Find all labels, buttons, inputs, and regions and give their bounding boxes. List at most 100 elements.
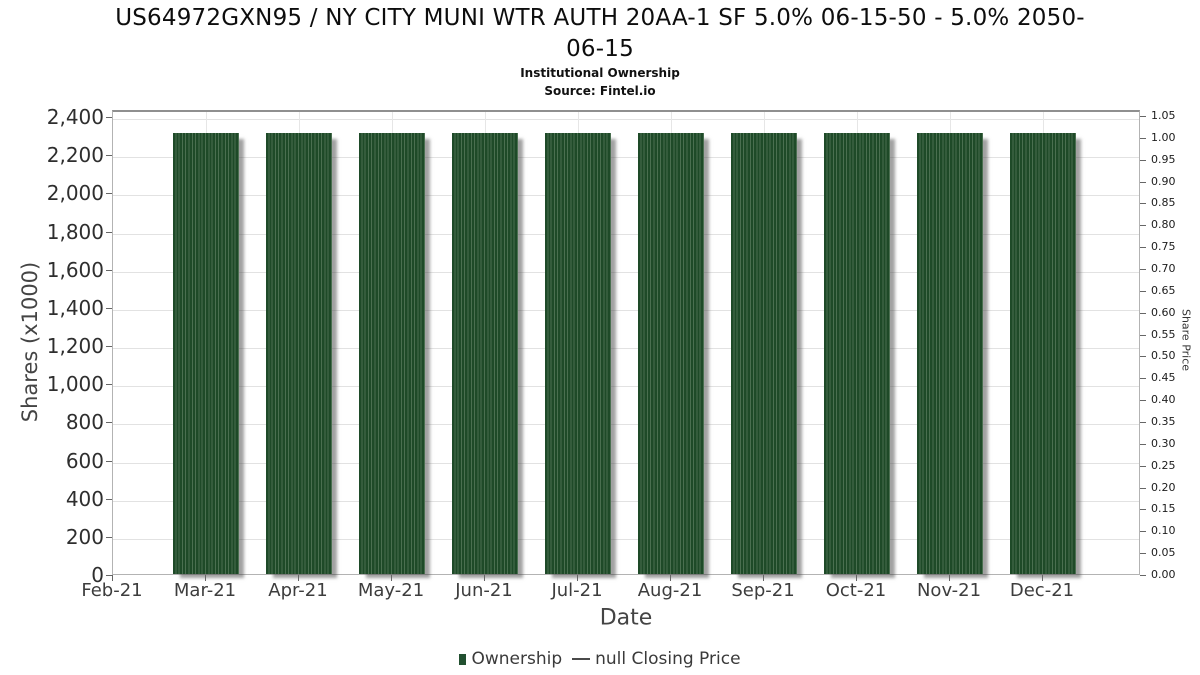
y-right-tick [1140,400,1146,402]
y-right-tick [1140,312,1146,314]
h-gridline [113,462,1139,464]
x-tick [391,575,392,581]
x-tick-label: Mar-21 [173,580,237,601]
bar-cluster[interactable] [545,133,611,574]
x-tick-label: Oct-21 [825,580,887,601]
ownership-swatch-icon [459,653,467,665]
y-left-tick-label: 1,000 [46,372,104,397]
y-left-tick-label: 2,200 [46,143,104,168]
y-right-tick [1140,181,1146,183]
h-gridline [113,195,1139,197]
x-tick-label: Apr-21 [268,580,328,601]
y-left-tick-label: 200 [65,524,104,549]
y-right-tick-label: 0.40 [1151,393,1176,407]
y-right-tick-label: 0.35 [1151,415,1176,428]
y-right-tick-label: 0.30 [1151,436,1176,450]
x-tick-label: Feb-21 [81,580,143,601]
h-gridline [113,500,1139,502]
y-left-tick [106,575,112,576]
bar-cluster[interactable] [731,133,797,574]
h-gridline [113,424,1139,426]
y-right-tick [1140,378,1146,380]
y-right-tick [1140,553,1146,555]
x-tick-label: Jul-21 [551,580,603,601]
bar-cluster[interactable] [266,133,332,574]
y-left-tick [106,155,112,157]
bar-cluster[interactable] [824,133,890,574]
y-right-tick [1140,159,1146,161]
y-left-tick-label: 600 [65,448,104,473]
legend: Ownership null Closing Price [0,646,1200,672]
bar-cluster[interactable] [917,133,983,574]
x-tick [484,575,485,581]
y-left-tick-label: 1,800 [46,219,104,244]
y-left-tick [106,384,112,386]
y-left-tick [106,231,112,233]
y-right-tick-label: 0.45 [1151,371,1176,385]
page-title-line2: 06-15 [566,36,634,62]
y-right-tick-label: 0.80 [1151,218,1176,232]
legend-item-ownership: Ownership [459,649,562,669]
y-right-tick-label: 0.90 [1151,174,1176,188]
y-right-tick [1140,443,1146,445]
x-tick-label: Jun-21 [455,580,513,601]
y-right-tick-label: 0.85 [1151,196,1176,210]
x-tick-label: Dec-21 [1009,580,1075,601]
y-axis-right-title: Share Price [1179,308,1193,372]
x-tick [856,575,857,581]
y-left-tick [106,498,112,500]
bar-cluster[interactable] [1010,133,1076,574]
y-right-tick [1140,575,1146,576]
y-left-tick-label: 2,000 [46,181,104,206]
closing-price-line-icon [572,658,591,660]
y-right-tick-label: 1.00 [1151,130,1176,144]
x-tick [949,575,950,581]
y-right-tick-label: 0.00 [1151,568,1176,581]
y-right-tick-label: 0.55 [1151,327,1176,341]
bar-cluster[interactable] [452,133,518,574]
h-gridline [113,157,1139,159]
y-right-tick-label: 0.70 [1151,262,1176,275]
y-right-tick-label: 0.10 [1151,524,1176,538]
bar-cluster[interactable] [173,133,239,574]
page-title-line1: US64972GXN95 / NY CITY MUNI WTR AUTH 20A… [115,5,1085,31]
y-left-tick-label: 1,400 [46,295,104,320]
y-right-tick [1140,269,1146,270]
plot-area [112,110,1140,575]
y-right-tick [1140,487,1146,489]
y-right-tick [1140,116,1146,117]
chart-source: Source: Fintel.io [544,84,656,98]
y-left-tick-label: 1,600 [46,257,104,282]
x-tick [577,575,578,581]
page-title: US64972GXN95 / NY CITY MUNI WTR AUTH 20A… [0,3,1200,65]
y-left-tick [106,193,112,195]
y-right-tick [1140,247,1146,249]
y-left-tick [106,460,112,462]
y-right-tick [1140,334,1146,336]
y-left-tick [106,117,112,118]
y-right-tick-label: 0.05 [1151,546,1176,560]
y-right-tick [1140,225,1146,227]
h-gridline [113,348,1139,349]
bar-cluster[interactable] [638,133,704,574]
x-tick [670,575,671,581]
legend-label-ownership: Ownership [471,649,563,669]
x-tick-label: Nov-21 [916,580,982,601]
y-right-tick-label: 0.60 [1151,305,1176,319]
x-axis-title: Date [599,605,653,631]
y-left-tick-label: 400 [65,486,104,511]
h-gridline [113,233,1139,235]
y-right-tick-label: 0.95 [1151,152,1176,166]
bar-cluster[interactable] [359,133,425,574]
y-right-tick-label: 0.25 [1151,458,1176,472]
x-tick [1042,575,1043,581]
y-left-tick [106,269,112,271]
y-right-tick [1140,465,1146,467]
x-tick-label: Aug-21 [637,580,703,601]
x-tick [205,575,206,581]
y-right-tick-label: 0.65 [1151,283,1176,297]
y-right-tick [1140,509,1146,511]
y-right-tick [1140,422,1146,423]
y-right-tick [1140,290,1146,292]
